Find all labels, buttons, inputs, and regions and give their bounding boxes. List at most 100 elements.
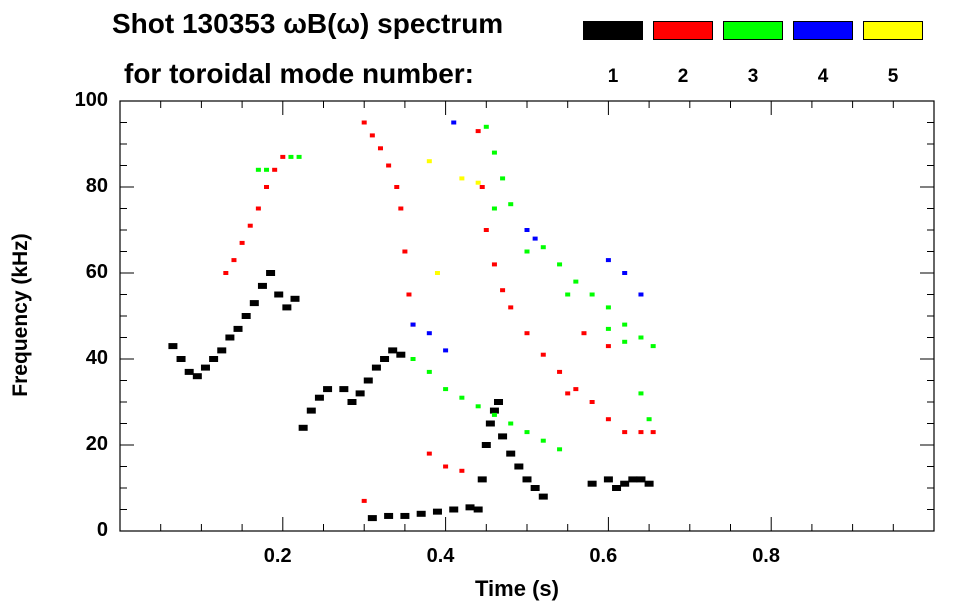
data-point [522, 476, 532, 483]
data-point [477, 476, 487, 483]
data-point [524, 430, 530, 435]
series-mode-3 [255, 124, 656, 452]
data-point [498, 433, 508, 440]
data-point [426, 331, 432, 336]
data-point [524, 331, 530, 336]
data-point [426, 159, 432, 164]
data-point [225, 334, 235, 341]
data-point [296, 154, 302, 159]
data-point [475, 404, 481, 409]
data-point [355, 390, 365, 397]
data-point [290, 295, 300, 302]
data-point [209, 356, 219, 362]
data-point [361, 498, 367, 503]
x-axis-label: Time (s) [475, 576, 559, 601]
chart-title-line-1: Shot 130353 ωB(ω) spectrum [112, 8, 504, 39]
data-point [605, 326, 611, 331]
data-point [644, 480, 654, 487]
data-point [636, 476, 646, 483]
data-point [426, 369, 432, 374]
data-point [646, 417, 652, 422]
data-point [231, 258, 237, 263]
data-point [491, 412, 497, 417]
data-point [367, 515, 377, 522]
data-point [612, 485, 622, 491]
data-point [491, 262, 497, 267]
data-point [384, 512, 394, 519]
legend-label-4: 4 [817, 66, 829, 87]
series-mode-2 [223, 120, 656, 503]
data-point [524, 228, 530, 232]
data-point [434, 271, 440, 275]
data-point [371, 364, 381, 371]
data-point [605, 258, 611, 263]
data-point [217, 347, 227, 354]
data-point [557, 447, 563, 452]
data-point [449, 506, 459, 513]
data-point [508, 202, 514, 207]
data-point [386, 163, 392, 168]
data-point [339, 386, 349, 393]
data-point [473, 506, 483, 513]
data-point [620, 480, 630, 487]
data-point [573, 279, 579, 284]
y-tick-label: 80 [85, 175, 108, 197]
series-mode-5 [426, 159, 481, 275]
y-axis-label: Frequency (kHz) [9, 233, 32, 397]
y-tick-label: 60 [85, 261, 108, 283]
data-point [255, 206, 261, 211]
data-point [650, 430, 656, 435]
data-point [451, 120, 457, 125]
data-point [416, 510, 426, 517]
data-point [241, 313, 251, 319]
data-point [459, 395, 465, 400]
data-point [483, 228, 489, 232]
data-point [508, 421, 514, 426]
data-point [506, 450, 516, 457]
data-point [410, 357, 416, 361]
data-point [524, 249, 530, 254]
data-point [514, 463, 524, 470]
data-point [223, 271, 229, 275]
data-point [402, 249, 408, 254]
legend-label-2: 2 [677, 66, 689, 87]
data-point [475, 129, 481, 134]
data-point [622, 271, 628, 275]
series-mode-4 [410, 120, 644, 353]
data-point [557, 262, 563, 267]
data-point [581, 331, 587, 336]
data-point [264, 167, 270, 172]
data-point [432, 508, 442, 515]
data-point [540, 245, 546, 250]
data-point [396, 351, 406, 358]
data-point [605, 344, 611, 349]
data-point [306, 407, 316, 414]
data-point [314, 394, 324, 401]
data-point [538, 493, 548, 500]
data-point [443, 464, 449, 469]
data-point [565, 292, 571, 297]
x-tick-label: 0.2 [263, 545, 292, 567]
data-point [557, 369, 563, 374]
data-point [573, 387, 579, 392]
x-tick-label: 0.4 [426, 545, 455, 567]
data-point [257, 282, 267, 289]
data-point [280, 154, 286, 159]
data-point [622, 430, 628, 435]
chart-title-line-2: for toroidal mode number: [124, 58, 474, 89]
data-point [500, 288, 506, 293]
data-point [483, 124, 489, 129]
data-point [347, 399, 357, 405]
data-point [491, 206, 497, 211]
y-tick-label: 40 [85, 347, 108, 369]
data-point [410, 322, 416, 327]
data-point [394, 185, 400, 189]
data-point [168, 343, 178, 350]
data-point [638, 430, 644, 435]
data-point [255, 167, 261, 172]
data-point [266, 270, 276, 276]
data-point [489, 407, 499, 414]
x-tick-label: 0.6 [589, 545, 618, 567]
data-point [622, 339, 628, 344]
